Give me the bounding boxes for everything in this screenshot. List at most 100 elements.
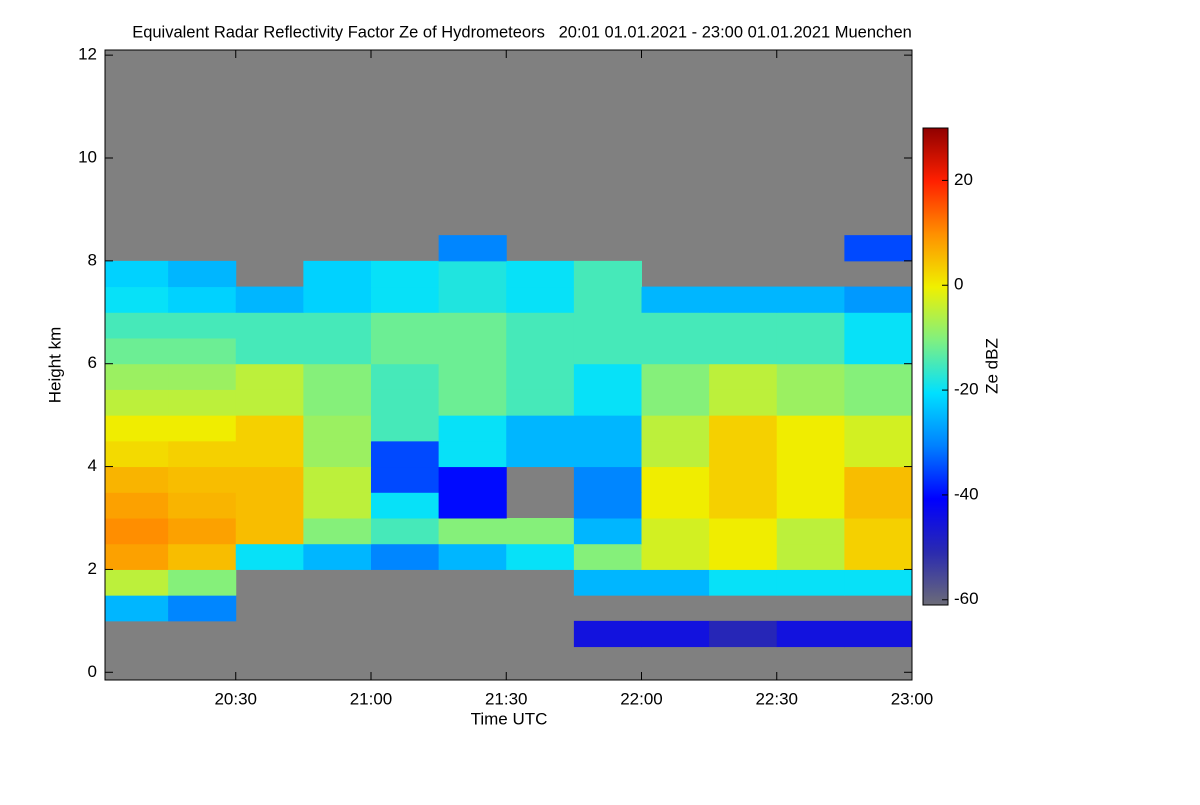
heat-cell — [641, 543, 710, 570]
heat-cell — [303, 543, 372, 570]
heat-cell — [303, 286, 372, 313]
heat-cell — [168, 286, 237, 313]
heat-cell — [105, 286, 169, 313]
heat-cell — [709, 312, 778, 339]
heat-cell — [844, 338, 913, 365]
heat-cell — [844, 492, 913, 519]
heat-cell — [844, 363, 913, 390]
heat-cell — [168, 312, 237, 339]
heat-cell — [168, 543, 237, 570]
heat-cell — [573, 518, 642, 545]
heat-cell — [105, 595, 169, 622]
heat-cell — [105, 466, 169, 493]
heat-cell — [641, 312, 710, 339]
heat-cell — [573, 260, 642, 288]
heat-cell — [709, 569, 778, 596]
heat-cell — [303, 312, 372, 339]
heat-cell — [438, 440, 507, 468]
heat-cell — [709, 363, 778, 390]
heat-cell — [776, 466, 845, 493]
heat-cell — [105, 492, 169, 519]
heat-cell — [641, 415, 710, 442]
heat-cell — [168, 363, 237, 390]
heat-cell — [105, 312, 169, 339]
heat-cell — [573, 466, 642, 493]
heat-cell — [438, 518, 507, 545]
heat-cell — [506, 363, 575, 390]
plot-area — [105, 50, 913, 680]
heat-cell — [235, 338, 304, 365]
heat-cell — [506, 543, 575, 570]
plot-frame — [104, 49, 913, 681]
heat-cell — [168, 595, 237, 622]
heat-cell — [709, 440, 778, 468]
heat-cell — [168, 569, 237, 596]
heat-cell — [438, 466, 507, 493]
colorbar-tick-label: -60 — [954, 589, 979, 608]
heat-cell — [776, 389, 845, 416]
heat-cell — [844, 569, 913, 596]
x-axis-label: Time UTC — [471, 709, 548, 728]
heat-cell — [641, 363, 710, 390]
heat-cell — [641, 286, 710, 313]
heat-cell — [438, 492, 507, 519]
heat-cell — [776, 620, 845, 648]
colorbar — [922, 127, 949, 606]
heat-cell — [168, 260, 237, 288]
heat-cell — [776, 569, 845, 596]
x-tick-label: 22:30 — [755, 689, 798, 708]
heat-cell — [303, 363, 372, 390]
heat-cell — [506, 312, 575, 339]
heat-cell — [844, 415, 913, 442]
heat-cell — [844, 389, 913, 416]
heat-cell — [370, 466, 440, 493]
heat-cell — [776, 415, 845, 442]
heat-cell — [709, 338, 778, 365]
heat-cell — [573, 389, 642, 416]
heat-cell — [235, 543, 304, 570]
heat-cell — [105, 569, 169, 596]
heat-cell — [235, 312, 304, 339]
heat-cell — [235, 415, 304, 442]
heat-cell — [370, 389, 440, 416]
heat-cell — [776, 440, 845, 468]
heat-cell — [105, 363, 169, 390]
heat-cell — [105, 440, 169, 468]
heat-cell — [370, 286, 440, 313]
heat-cell — [438, 235, 507, 262]
y-tick-label: 0 — [88, 662, 97, 681]
heat-cell — [776, 286, 845, 313]
heat-cell — [438, 543, 507, 570]
heat-cell — [105, 338, 169, 365]
heat-cell — [370, 440, 440, 468]
x-tick-label: 20:30 — [214, 689, 257, 708]
heat-cell — [506, 440, 575, 468]
colorbar-tick-label: -40 — [954, 484, 979, 503]
heat-cell — [844, 312, 913, 339]
heat-cell — [506, 415, 575, 442]
heat-cell — [573, 286, 642, 313]
heat-cell — [776, 363, 845, 390]
heat-cell — [573, 492, 642, 519]
heat-cell — [641, 338, 710, 365]
heat-cell — [573, 620, 642, 648]
heat-cell — [573, 338, 642, 365]
heat-cell — [235, 389, 304, 416]
heat-cell — [370, 363, 440, 390]
heat-cell — [506, 338, 575, 365]
heat-cell — [776, 518, 845, 545]
heat-cell — [709, 415, 778, 442]
heat-cell — [370, 518, 440, 545]
heat-cell — [438, 389, 507, 416]
heat-cell — [303, 440, 372, 468]
y-axis-label: Height km — [45, 327, 64, 404]
heat-cell — [235, 492, 304, 519]
heat-cell — [370, 543, 440, 570]
heat-cell — [235, 466, 304, 493]
y-tick-label: 10 — [78, 147, 97, 166]
heat-cell — [844, 543, 913, 570]
heat-cell — [776, 543, 845, 570]
heat-cell — [370, 312, 440, 339]
heat-cell — [235, 440, 304, 468]
